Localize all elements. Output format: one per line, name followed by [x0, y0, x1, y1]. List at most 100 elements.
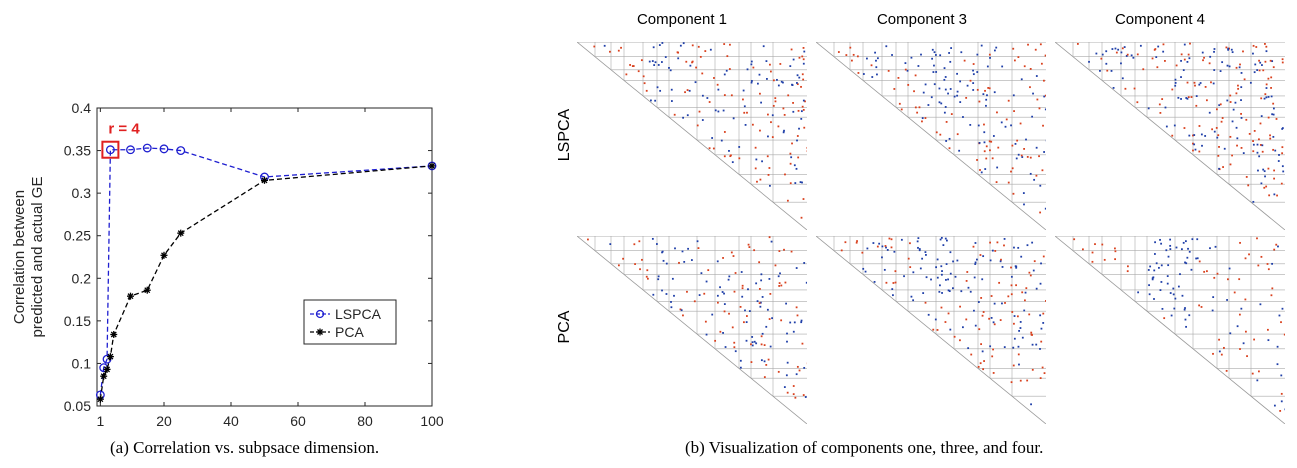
heatmap-cell — [1016, 139, 1019, 142]
heatmap-cell — [876, 245, 879, 248]
heatmap-cell — [1011, 144, 1014, 147]
heatmap-cell — [1172, 287, 1175, 290]
chart-series-layer: r = 4 — [95, 121, 437, 403]
heatmap-cell — [756, 82, 759, 85]
heatmap-cell — [759, 129, 761, 132]
heatmap-cell — [974, 324, 977, 327]
heatmap-cell — [991, 355, 994, 358]
heatmap-cell — [933, 51, 936, 54]
heatmap-cell — [1269, 137, 1272, 140]
y-tick-label: 0.35 — [64, 143, 91, 159]
heatmap-cell — [1267, 95, 1270, 98]
heatmap-cell — [748, 246, 751, 248]
heatmap-cell — [1195, 257, 1198, 260]
heatmap-cell — [1155, 262, 1158, 265]
heatmap-cell — [760, 101, 762, 104]
heatmap-cell — [900, 108, 903, 111]
heatmap-cell — [1023, 148, 1026, 150]
heatmap-cell — [939, 133, 942, 136]
heatmap-cell — [617, 264, 620, 267]
heatmap-cell — [767, 135, 769, 138]
heatmap-cell — [1030, 331, 1033, 334]
heatmap-cell — [963, 59, 966, 62]
heatmap-cell — [758, 302, 761, 305]
heatmap-cell — [940, 236, 943, 239]
heatmap-cell — [1198, 83, 1201, 86]
heatmap-cell — [1265, 83, 1268, 86]
heatmap-cell — [936, 276, 939, 279]
heatmap-cell — [763, 376, 766, 379]
heatmap-cell — [1226, 299, 1228, 301]
heatmap-cell — [731, 161, 734, 164]
heatmap-cell — [1043, 151, 1045, 153]
heatmap-cell — [1275, 243, 1278, 246]
heatmap-cell — [988, 140, 991, 143]
heatmap-cell — [1184, 307, 1186, 309]
heatmap-cell — [784, 281, 787, 284]
heatmap-cell — [956, 72, 958, 75]
heatmap-cell — [1032, 92, 1034, 95]
heatmap-cell — [1196, 238, 1199, 241]
heatmap-cell — [716, 83, 719, 86]
heatmap-cell — [1169, 292, 1172, 294]
heatmap-cell — [891, 54, 893, 56]
heatmap-cell — [1267, 116, 1270, 119]
heatmap-cell — [1181, 248, 1183, 251]
heatmap-cell — [1281, 165, 1284, 168]
heatmap-cell — [1110, 70, 1113, 72]
legend-marker — [316, 328, 324, 336]
heatmap-cell — [1240, 307, 1243, 310]
heatmap-cell — [1273, 404, 1276, 407]
heatmap-cell — [1160, 242, 1163, 245]
heatmap-cell — [1187, 53, 1190, 56]
heatmap-cell — [1245, 118, 1248, 121]
heatmap-cell — [731, 326, 734, 329]
heatmap-cell — [1185, 325, 1187, 328]
heatmap-cell — [1200, 306, 1203, 308]
heatmap-cell — [1234, 101, 1237, 104]
heatmap-cell — [980, 343, 983, 346]
heatmap-cell — [1026, 156, 1029, 158]
heatmap-cell — [780, 284, 783, 287]
heatmap-cell — [1158, 103, 1161, 106]
heatmap-cell — [1154, 253, 1156, 255]
heatmap-cell — [930, 96, 933, 99]
heatmap-cell — [756, 180, 758, 183]
heatmap-cell — [1242, 50, 1244, 53]
heatmap-cell — [1169, 248, 1172, 250]
heatmap-cell — [878, 242, 881, 245]
heatmap-cell — [1005, 118, 1008, 121]
heatmap-cell — [657, 64, 660, 66]
heatmap-cell — [941, 292, 943, 294]
heatmap-cell — [1039, 377, 1042, 379]
heatmap-cell — [1252, 200, 1255, 203]
heatmap-cell — [802, 198, 805, 200]
heatmap-cell — [1188, 314, 1191, 317]
heatmap-cell — [977, 365, 980, 368]
heatmap-cell — [1200, 133, 1203, 136]
heatmap-cell — [972, 89, 975, 91]
heatmap-cell — [1229, 94, 1232, 97]
heatmap-cell — [777, 275, 780, 278]
heatmap-cell — [1174, 297, 1177, 300]
heatmap-cell — [932, 328, 935, 331]
heatmap-cell — [1198, 260, 1201, 263]
heatmap-cell — [1091, 251, 1094, 254]
heatmap-cell — [918, 106, 921, 109]
heatmap-cell — [587, 238, 589, 241]
heatmap-cell — [1013, 337, 1016, 340]
heatmap-cell — [723, 43, 726, 45]
heatmap-cell — [703, 292, 706, 295]
heatmap-cell — [999, 319, 1002, 321]
heatmap-cell — [852, 53, 855, 56]
heatmap-cell — [1260, 97, 1263, 100]
heatmap-cell — [940, 102, 943, 105]
heatmap-cell — [1043, 372, 1046, 375]
heatmap-cell — [697, 247, 700, 250]
heatmap-cell — [906, 69, 909, 72]
heatmap-cell — [1263, 186, 1266, 189]
heatmap-cell — [1247, 184, 1250, 187]
heatmap-cell — [1192, 149, 1194, 152]
heatmap-cell — [716, 294, 719, 297]
heatmap-cell — [777, 125, 780, 128]
